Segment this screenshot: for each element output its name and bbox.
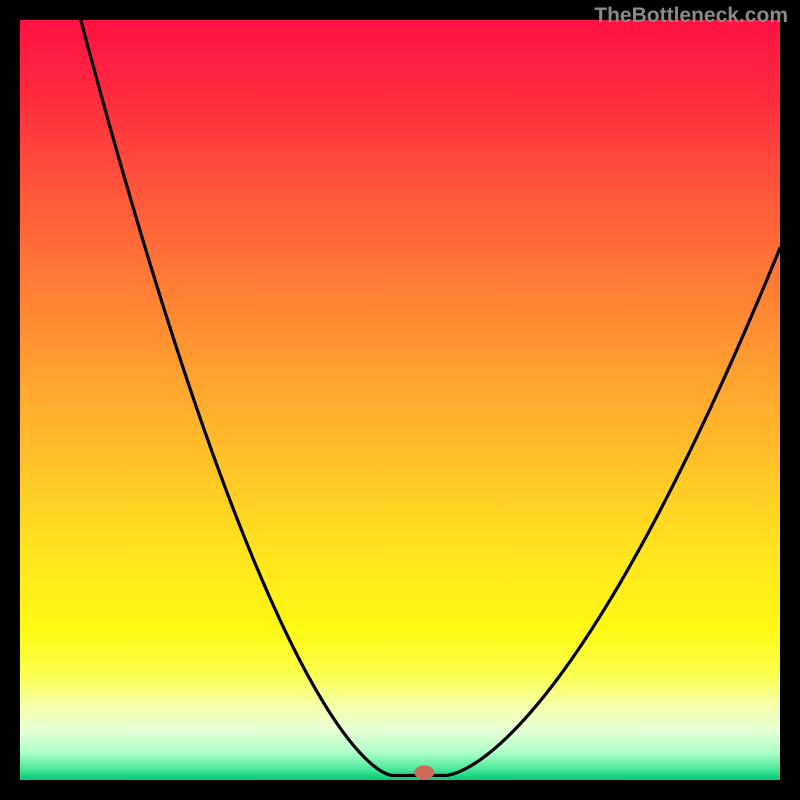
chart-gradient-background [20,20,780,780]
chart-container: TheBottleneck.com [0,0,800,800]
watermark-text: TheBottleneck.com [594,4,788,28]
bottleneck-curve-chart [0,0,800,800]
vertex-marker [414,765,434,779]
